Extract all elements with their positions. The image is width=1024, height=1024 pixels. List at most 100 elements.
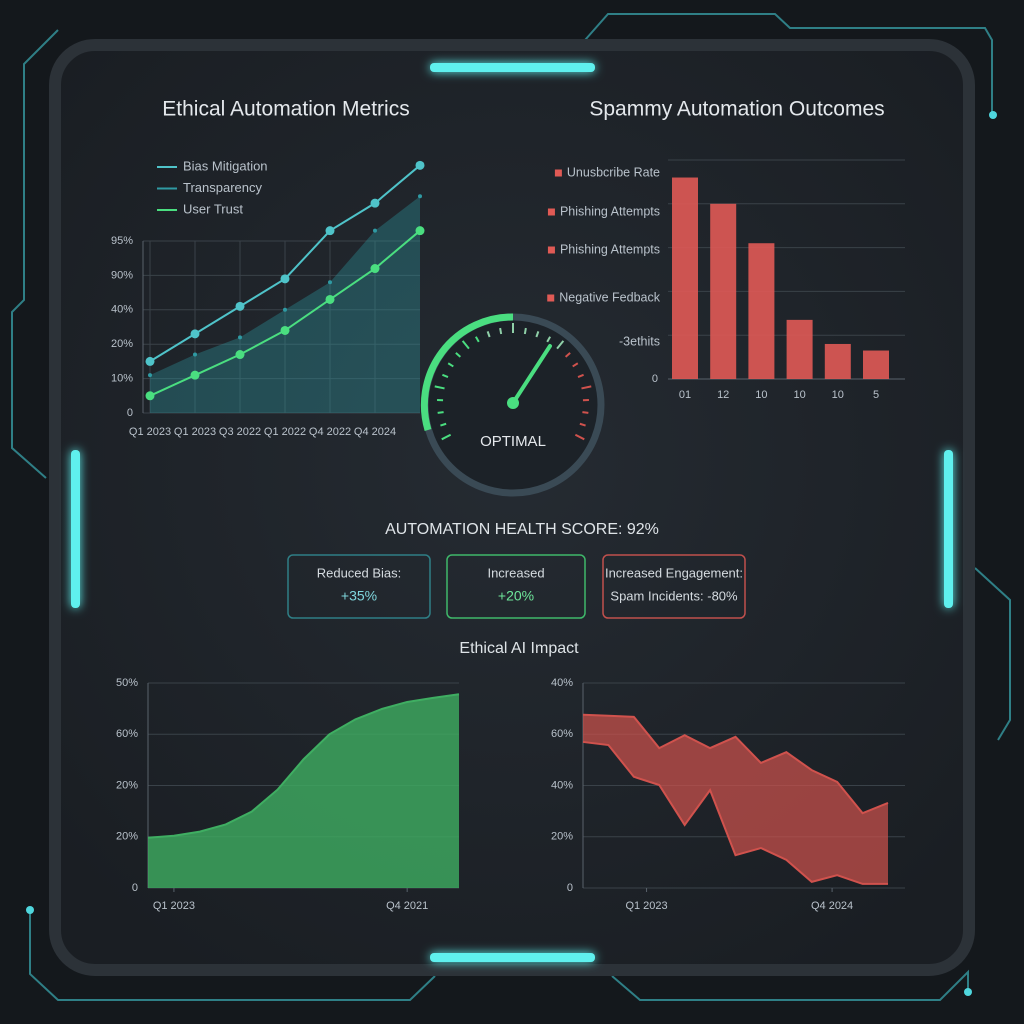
bar [710, 203, 737, 379]
x-tick-label: Q3 2022 [219, 426, 261, 438]
legend-label: Bias Mitigation [183, 158, 268, 173]
bar [863, 350, 889, 379]
annotation-marker [547, 294, 555, 302]
x-tick-label: 5 [873, 389, 879, 401]
y-tick-label: 60% [116, 728, 138, 740]
annotation: Phishing Attempts [560, 204, 660, 218]
x-tick-label: Q1 2023 [625, 900, 667, 912]
gauge-tick [434, 385, 445, 390]
gauge-tick [572, 362, 579, 368]
card [602, 554, 746, 619]
point [145, 356, 155, 366]
gauge-tick [474, 336, 480, 343]
y-tick-label: 20% [551, 831, 573, 843]
x-tick-label: 01 [679, 389, 691, 401]
point [373, 228, 377, 233]
x-tick-label: 10 [793, 389, 805, 401]
x-tick-label: Q4 2024 [811, 900, 853, 912]
card-title: Increased Engagement: [605, 565, 743, 580]
y-tick-label: 20% [116, 831, 138, 843]
point [370, 264, 380, 274]
x-tick-label: Q1 2022 [264, 426, 306, 438]
circuit-node [989, 111, 997, 119]
annotation-marker [547, 246, 555, 254]
gauge-tick [461, 340, 470, 350]
point [328, 280, 332, 285]
y-tick-label: 50% [116, 677, 138, 689]
gauge-tick [455, 352, 462, 358]
y-tick-label: 40% [111, 304, 133, 316]
y-tick-label: 0 [652, 373, 658, 385]
bar [786, 319, 813, 379]
card [287, 554, 431, 619]
annotation: Negative Fedback [559, 290, 661, 304]
bar [824, 343, 851, 379]
y-tick-label: 20% [116, 779, 138, 791]
x-tick-label: Q1 2023 [153, 900, 195, 912]
legend-label: User Trust [183, 201, 243, 216]
point [190, 329, 200, 339]
annotation-marker [554, 169, 562, 177]
x-tick-label: 10 [832, 389, 844, 401]
gauge-tick [440, 422, 447, 427]
gauge-tick [574, 433, 585, 441]
gauge-tick [546, 336, 552, 343]
y-tick-label: 40% [551, 779, 573, 791]
gauge-tick [556, 340, 565, 350]
x-tick-label: Q1 2023 [174, 426, 216, 438]
card-value: +20% [498, 588, 534, 604]
gauge-tick [447, 362, 454, 368]
point [415, 160, 425, 170]
line [147, 693, 460, 839]
gauge-tick [442, 373, 449, 378]
card [446, 554, 586, 619]
point [325, 226, 335, 236]
y-tick-label: 0 [567, 882, 573, 894]
gauge: OPTIMAL [420, 313, 605, 497]
card-title: Reduced Bias: [317, 565, 402, 580]
gauge-tick [582, 411, 589, 414]
gauge-tick [564, 352, 571, 358]
point [235, 301, 245, 311]
bar [672, 177, 698, 379]
gauge-tick [577, 373, 584, 378]
x-tick-label: Q4 2022 [309, 426, 351, 438]
area [148, 694, 459, 888]
annotation: -3ethits [619, 334, 660, 348]
card-value: +35% [341, 588, 377, 604]
section-title: Ethical AI Impact [459, 640, 579, 657]
line [582, 713, 889, 815]
bar [748, 243, 775, 379]
y-tick-label: 0 [127, 407, 133, 419]
point [418, 194, 422, 199]
card-value: Spam Incidents: -80% [610, 588, 738, 603]
area [150, 196, 420, 413]
legend-label: Transparency [183, 180, 262, 195]
circuit-node [26, 906, 34, 914]
y-tick-label: 95% [111, 235, 133, 247]
line [582, 740, 888, 885]
annotation-marker [547, 208, 555, 216]
y-tick-label: 0 [132, 882, 138, 894]
x-tick-label: Q4 2024 [354, 426, 396, 438]
x-tick-label: 12 [717, 389, 729, 401]
point [193, 352, 197, 357]
y-tick-label: 90% [111, 269, 133, 281]
gauge-tick [437, 411, 444, 414]
chart-title: Ethical Automation Metrics [162, 98, 409, 121]
point [325, 294, 335, 304]
annotation: Unusbcribe Rate [567, 165, 660, 179]
gauge-tick [581, 385, 592, 390]
gauge-tick [441, 433, 452, 441]
gauge-tick [535, 331, 540, 338]
point [235, 350, 245, 360]
chart-title: Spammy Automation Outcomes [589, 98, 884, 121]
gauge-tick [579, 422, 586, 427]
circuit-node [964, 988, 972, 996]
cards: Reduced Bias: +35% Increased +20% Increa… [287, 554, 746, 619]
annotation: Phishing Attempts [560, 242, 660, 256]
point [370, 198, 380, 208]
x-tick-label: Q4 2021 [386, 900, 428, 912]
gauge-tick [523, 327, 527, 335]
